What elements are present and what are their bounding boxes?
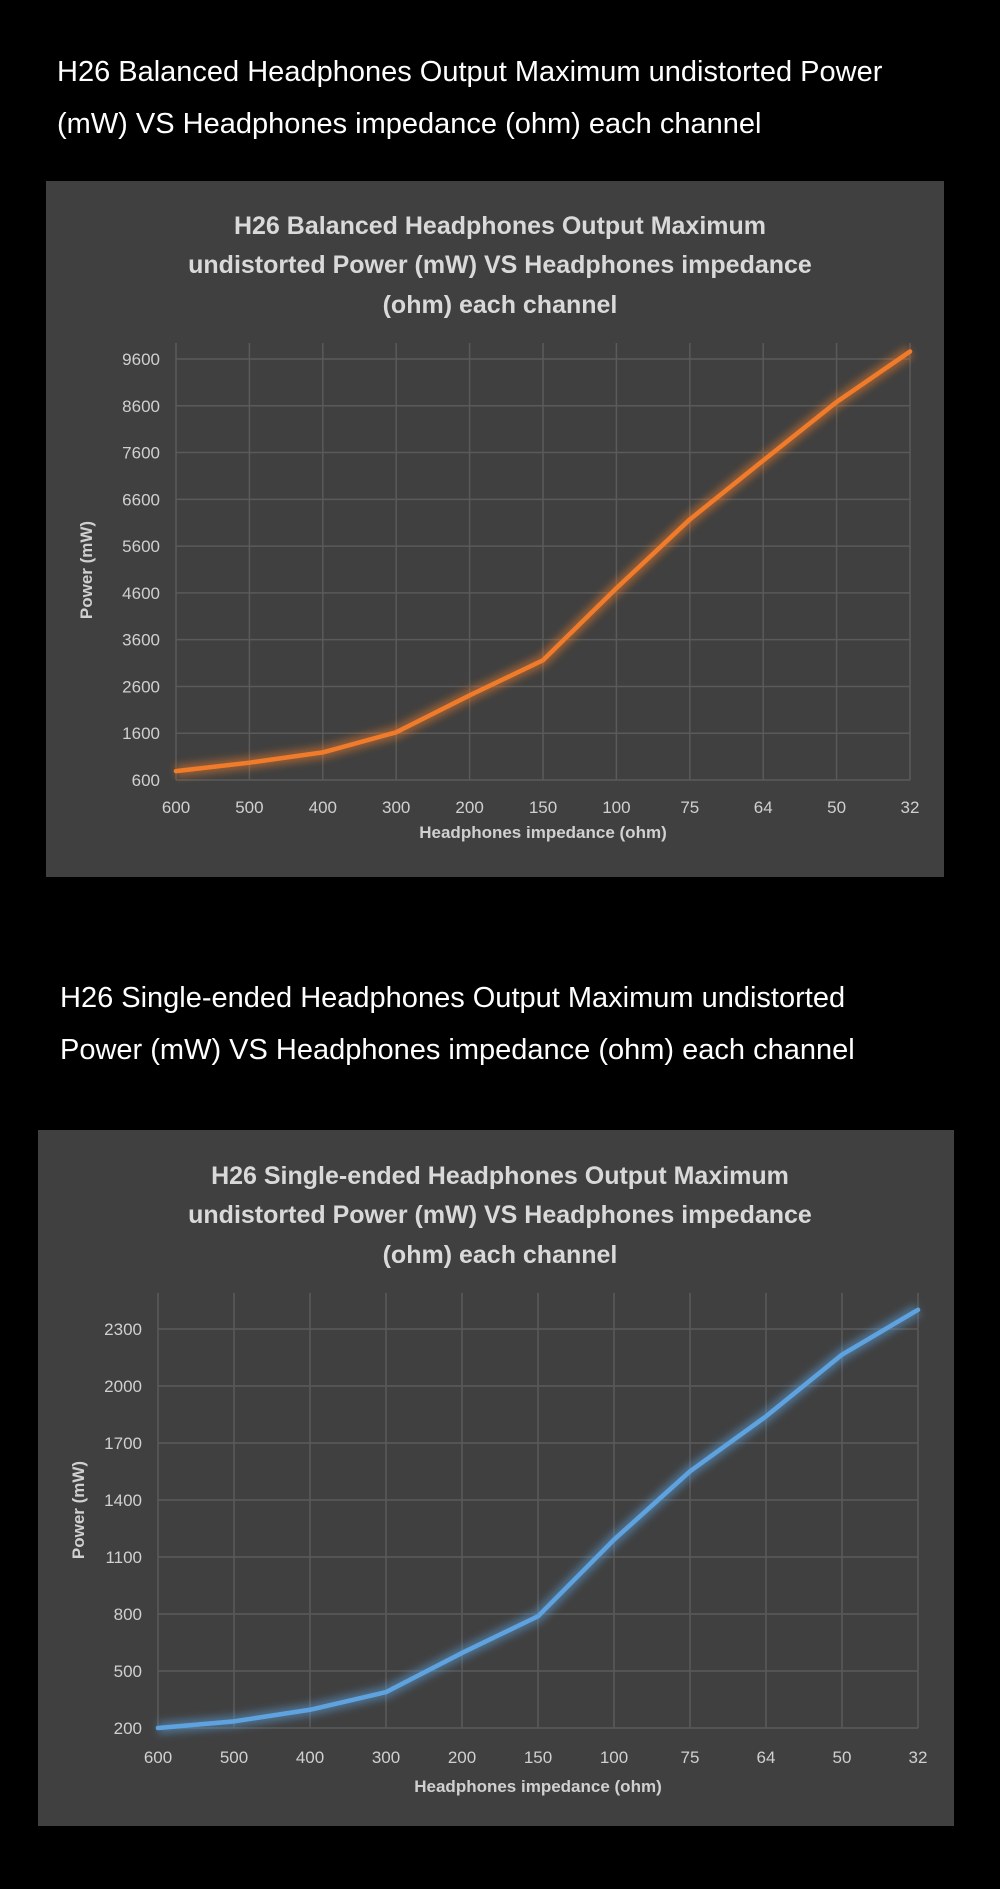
- heading-line: (mW) VS Headphones impedance (ohm) each …: [57, 108, 762, 140]
- data-point: [687, 517, 692, 522]
- x-tick-label: 400: [296, 1748, 324, 1767]
- data-point: [840, 1352, 844, 1357]
- x-tick-label: 500: [235, 798, 263, 817]
- x-tick-label: 150: [524, 1748, 552, 1767]
- y-tick-label: 4600: [122, 584, 160, 603]
- data-point: [834, 400, 839, 405]
- x-axis-label: Headphones impedance (ohm): [419, 823, 666, 842]
- x-tick-label: 100: [600, 1748, 628, 1767]
- data-point: [460, 1650, 464, 1655]
- data-point: [908, 349, 912, 354]
- data-point: [614, 586, 619, 591]
- x-tick-label: 32: [901, 798, 920, 817]
- x-tick-label: 600: [144, 1748, 172, 1767]
- x-tick-label: 300: [382, 798, 410, 817]
- x-tick-label: 500: [220, 1748, 248, 1767]
- y-axis-label: Power (mW): [69, 1461, 88, 1559]
- y-tick-label: 2600: [122, 677, 160, 696]
- y-tick-label: 1400: [104, 1491, 142, 1510]
- data-point: [320, 750, 325, 755]
- chart-title-line: undistorted Power (mW) VS Headphones imp…: [188, 1201, 812, 1229]
- data-point: [308, 1707, 312, 1712]
- x-tick-label: 200: [448, 1748, 476, 1767]
- y-tick-label: 2300: [104, 1320, 142, 1339]
- y-tick-label: 8600: [122, 397, 160, 416]
- y-tick-label: 1100: [105, 1548, 142, 1567]
- data-point: [174, 769, 178, 774]
- y-tick-label: 7600: [122, 444, 160, 463]
- chart-title-line: undistorted Power (mW) VS Headphones imp…: [188, 251, 812, 279]
- data-point: [247, 760, 252, 765]
- data-point: [384, 1690, 388, 1695]
- data-point: [612, 1537, 616, 1542]
- x-tick-label: 600: [162, 798, 190, 817]
- y-tick-label: 5600: [122, 537, 160, 556]
- heading-line: H26 Single-ended Headphones Output Maxim…: [60, 982, 846, 1014]
- y-tick-label: 500: [114, 1662, 142, 1681]
- chart-title-line: (ohm) each channel: [383, 1241, 618, 1269]
- chart-background: [38, 1130, 954, 1826]
- x-tick-label: 400: [309, 798, 337, 817]
- x-tick-label: 75: [680, 798, 699, 817]
- data-point: [394, 730, 399, 735]
- y-tick-label: 800: [114, 1605, 142, 1624]
- x-tick-label: 64: [757, 1748, 776, 1767]
- y-tick-label: 200: [114, 1719, 142, 1738]
- chart-title-line: H26 Balanced Headphones Output Maximum: [234, 212, 766, 240]
- x-tick-label: 150: [529, 798, 557, 817]
- x-axis-label: Headphones impedance (ohm): [414, 1777, 661, 1796]
- data-point: [156, 1726, 160, 1730]
- x-tick-label: 50: [833, 1748, 852, 1767]
- section-heading-balanced: H26 Balanced Headphones Output Maximum u…: [57, 46, 882, 150]
- data-point: [541, 658, 545, 663]
- x-tick-label: 32: [909, 1748, 928, 1767]
- x-tick-label: 75: [681, 1748, 700, 1767]
- y-tick-label: 9600: [122, 350, 160, 369]
- section-heading-single-ended: H26 Single-ended Headphones Output Maxim…: [60, 972, 855, 1076]
- y-tick-label: 1600: [122, 724, 160, 743]
- chart-title-line: H26 Single-ended Headphones Output Maxim…: [211, 1162, 789, 1190]
- x-tick-label: 64: [754, 798, 773, 817]
- y-tick-label: 1700: [104, 1434, 142, 1453]
- data-point: [467, 693, 472, 698]
- chart-background: [46, 181, 944, 877]
- data-point: [764, 1414, 768, 1419]
- y-tick-label: 600: [132, 771, 160, 790]
- data-point: [761, 458, 766, 463]
- x-tick-label: 100: [602, 798, 630, 817]
- data-point: [536, 1614, 540, 1619]
- y-axis-label: Power (mW): [77, 521, 96, 619]
- heading-line: Power (mW) VS Headphones impedance (ohm)…: [60, 1034, 855, 1066]
- x-tick-label: 50: [827, 798, 846, 817]
- data-point: [688, 1469, 692, 1474]
- y-tick-label: 6600: [122, 490, 160, 509]
- y-tick-label: 2000: [104, 1377, 142, 1396]
- x-tick-label: 200: [455, 798, 483, 817]
- heading-line: H26 Balanced Headphones Output Maximum u…: [57, 56, 883, 88]
- x-tick-label: 300: [372, 1748, 400, 1767]
- data-point: [916, 1307, 920, 1312]
- data-point: [232, 1719, 236, 1724]
- chart-title-line: (ohm) each channel: [383, 291, 618, 319]
- y-tick-label: 3600: [122, 631, 160, 650]
